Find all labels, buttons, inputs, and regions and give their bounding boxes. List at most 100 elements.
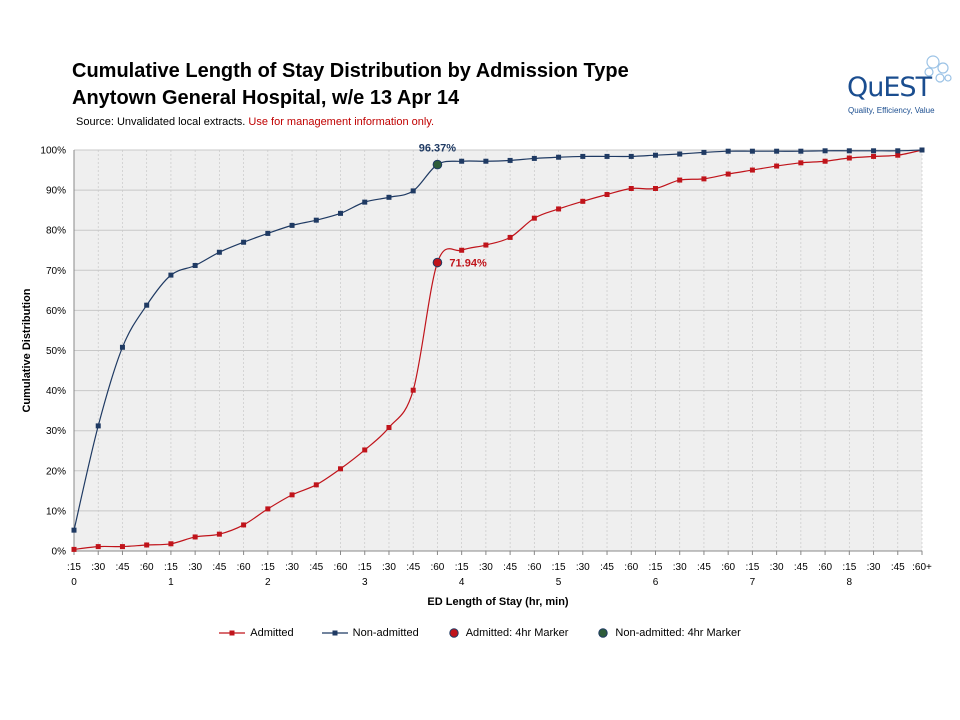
data-point-admitted — [846, 155, 852, 161]
y-tick-label: 70% — [46, 266, 66, 277]
data-point-admitted — [289, 492, 295, 498]
data-point-non-admitted — [119, 344, 125, 350]
data-point-non-admitted — [774, 148, 780, 154]
x-hour-label: 2 — [265, 577, 271, 588]
data-point-admitted — [725, 171, 731, 177]
axis-layer: 0% 10% 20% 30% 40% 50% 60% 70% 80% 90% 100%:15:30:… — [21, 146, 932, 609]
data-point-admitted — [507, 234, 513, 240]
legend-admitted-marker-label: Admitted: 4hr Marker — [465, 627, 569, 639]
x-hour-label: 3 — [362, 577, 368, 588]
y-tick-label: 50% — [46, 346, 66, 357]
legend: Admitted Non-admitted Admitted: 4hr Mark… — [0, 627, 960, 639]
x-tick-label: :45 — [600, 562, 614, 573]
x-hour-label: 0 — [71, 577, 77, 588]
x-tick-label: :60 — [334, 562, 348, 573]
legend-non-admitted-marker-label: Non-admitted: 4hr Marker — [615, 627, 741, 639]
source-note: Source: Unvalidated local extracts. Use … — [76, 116, 434, 128]
data-point-admitted — [483, 242, 489, 248]
marker-label-admitted: 71.94% — [449, 258, 487, 270]
quest-logo: QuEST Quality, Efficiency, Value — [845, 52, 955, 122]
data-point-admitted — [95, 544, 101, 550]
data-point-admitted — [677, 177, 683, 183]
x-tick-label: :15 — [358, 562, 372, 573]
data-point-non-admitted — [822, 148, 828, 154]
series-layer — [71, 147, 925, 552]
data-point-non-admitted — [338, 210, 344, 216]
chart-title-line2: Anytown General Hospital, w/e 13 Apr 14 — [72, 87, 460, 109]
data-point-non-admitted — [313, 217, 319, 223]
x-tick-label: :30 — [576, 562, 590, 573]
data-point-admitted — [410, 387, 416, 393]
data-point-non-admitted — [192, 262, 198, 268]
data-point-admitted — [144, 542, 150, 548]
data-point-admitted — [362, 447, 368, 453]
data-point-admitted — [701, 176, 707, 182]
legend-admitted-label: Admitted — [250, 627, 294, 639]
x-tick-label: :15 — [649, 562, 663, 573]
y-tick-label: 10% — [46, 506, 66, 517]
x-hour-label: 5 — [556, 577, 562, 588]
x-tick-label: :45 — [116, 562, 130, 573]
x-tick-label: :45 — [503, 562, 517, 573]
x-tick-label: :60 — [430, 562, 444, 573]
data-point-non-admitted — [798, 148, 804, 154]
x-tick-label: :15 — [455, 562, 469, 573]
legend-non-admitted-label: Non-admitted — [352, 627, 419, 639]
x-tick-label: :15 — [842, 562, 856, 573]
data-point-admitted — [556, 206, 562, 212]
data-point-admitted — [798, 160, 804, 166]
data-point-non-admitted — [459, 158, 465, 164]
data-point-admitted — [241, 522, 247, 528]
data-point-admitted — [531, 215, 537, 221]
x-tick-label: :60 — [624, 562, 638, 573]
y-tick-label: 90% — [46, 186, 66, 197]
y-axis-title: Cumulative Distribution — [21, 288, 33, 412]
data-point-non-admitted — [241, 239, 247, 245]
data-point-non-admitted — [846, 148, 852, 154]
data-point-non-admitted — [604, 153, 610, 159]
data-point-non-admitted — [168, 272, 174, 278]
data-point-non-admitted — [71, 527, 77, 533]
data-point-non-admitted — [919, 147, 925, 153]
data-point-non-admitted — [677, 151, 683, 157]
data-point-admitted — [338, 466, 344, 472]
legend-admitted-marker-swatch — [449, 628, 459, 638]
data-point-admitted — [822, 158, 828, 164]
x-tick-label: :60 — [527, 562, 541, 573]
data-point-non-admitted — [216, 249, 222, 255]
x-tick-label: :30 — [673, 562, 687, 573]
legend-non-admitted-marker-swatch — [598, 628, 609, 638]
marker-non-admitted-4hr — [432, 159, 443, 170]
data-point-non-admitted — [556, 154, 562, 160]
data-point-non-admitted — [144, 302, 150, 308]
y-tick-label: 0% — [52, 547, 67, 558]
data-point-admitted — [628, 185, 634, 191]
x-tick-label: :30 — [479, 562, 493, 573]
x-tick-label: :60+ — [912, 562, 932, 573]
data-point-admitted — [71, 546, 77, 552]
source-text: Source: Unvalidated local extracts. — [76, 116, 249, 128]
x-hour-label: 1 — [168, 577, 174, 588]
source-warning: Use for management information only. — [248, 116, 435, 128]
x-hour-label: 7 — [750, 577, 756, 588]
x-axis-title: ED Length of Stay (hr, min) — [427, 596, 569, 608]
label-layer: 71.94% 96.37% — [419, 143, 487, 270]
y-tick-label: 40% — [46, 386, 66, 397]
x-tick-label: :30 — [91, 562, 105, 573]
data-point-non-admitted — [507, 157, 513, 163]
marker-label-non-admitted: 96.37% — [419, 143, 457, 155]
x-hour-label: 6 — [653, 577, 659, 588]
data-point-non-admitted — [895, 148, 901, 154]
x-tick-label: :45 — [212, 562, 226, 573]
data-point-non-admitted — [386, 194, 392, 200]
x-tick-label: :15 — [261, 562, 275, 573]
x-tick-label: :60 — [818, 562, 832, 573]
data-point-admitted — [580, 198, 586, 204]
x-tick-label: :45 — [891, 562, 905, 573]
data-point-admitted — [652, 185, 658, 191]
x-tick-label: :15 — [164, 562, 178, 573]
legend-item-admitted: Admitted — [219, 627, 294, 639]
data-point-admitted — [749, 167, 755, 173]
data-point-admitted — [871, 153, 877, 159]
